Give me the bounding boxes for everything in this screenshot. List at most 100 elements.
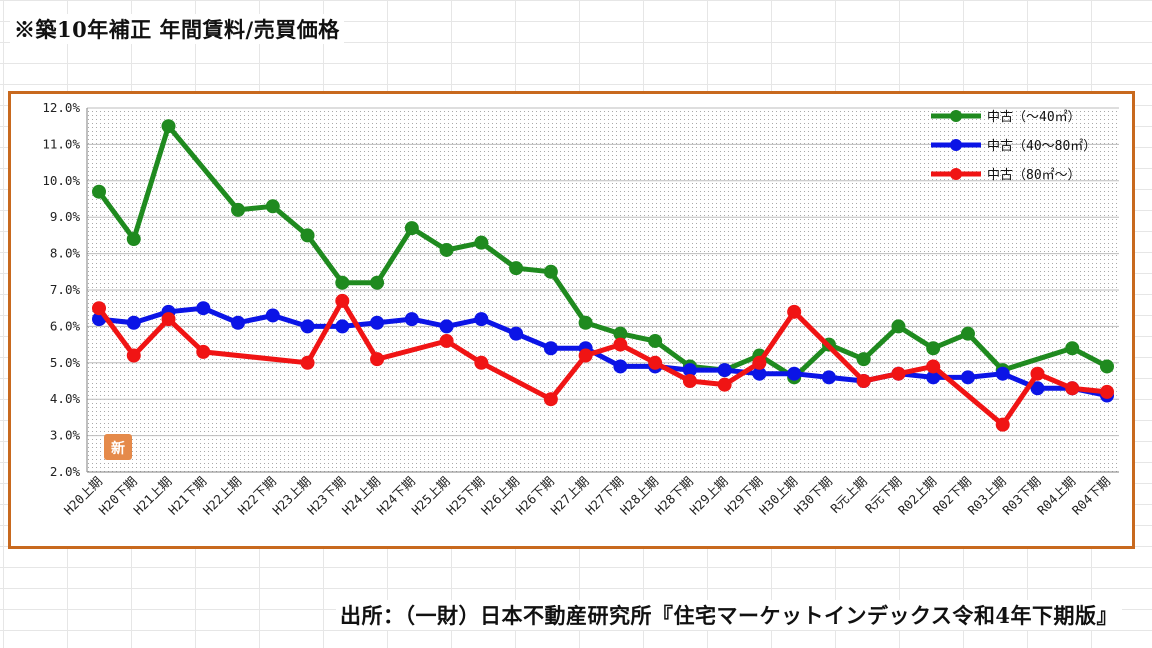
data-point[interactable] [474,355,489,370]
data-point[interactable] [856,352,871,367]
data-point[interactable] [682,363,697,378]
data-point[interactable] [474,312,489,327]
chart-frame[interactable]: 2.0% 3.0% 4.0% 5.0% 6.0% 7.0% 8.0% 9.0% 10.0% 11.… [8,91,1135,549]
data-point[interactable] [891,319,906,334]
data-point[interactable] [335,293,350,308]
legend-label: 中古（40〜80㎡） [987,139,1096,154]
data-point[interactable] [1065,381,1080,396]
y-tick-label: 5.0% [50,355,81,370]
y-tick-label: 2.0% [50,464,81,479]
data-point[interactable] [509,326,524,341]
data-point[interactable] [752,355,767,370]
data-point[interactable] [196,301,211,316]
data-point[interactable] [613,337,628,352]
data-point[interactable] [370,352,385,367]
x-tick-label: R元上期 [827,474,869,516]
data-point[interactable] [335,319,350,334]
data-point[interactable] [370,315,385,330]
data-point[interactable] [370,275,385,290]
legend-item-1: 中古（40〜80㎡） [931,139,1096,154]
data-point[interactable] [1065,341,1080,356]
data-point[interactable] [126,348,141,363]
data-point[interactable] [995,366,1010,381]
x-tick-label: R04下期 [1069,474,1113,518]
data-point[interactable] [613,326,628,341]
data-point[interactable] [300,355,315,370]
data-point[interactable] [265,199,280,214]
data-point[interactable] [439,333,454,348]
legend-label: 中古（80㎡〜） [987,168,1081,183]
data-point[interactable] [1100,384,1114,399]
data-point[interactable] [926,359,941,374]
data-point[interactable] [300,228,315,243]
new-badge-label: 新 [111,440,125,457]
y-tick-label: 12.0% [42,100,80,115]
data-point[interactable] [439,242,454,257]
y-tick-label: 11.0% [42,136,80,151]
y-tick-label: 3.0% [50,428,81,443]
data-point[interactable] [404,221,419,236]
data-point[interactable] [787,366,802,381]
y-tick-label: 10.0% [42,173,80,188]
page-title: ※築10年補正 年間賃料/売買価格 [10,14,344,44]
series-line [96,298,1108,428]
series [92,119,1114,432]
y-tick-label: 4.0% [50,391,81,406]
data-point[interactable] [543,264,558,279]
data-point[interactable] [196,344,211,359]
data-point[interactable] [995,417,1010,432]
data-point[interactable] [265,308,280,323]
data-point[interactable] [960,370,975,385]
data-point[interactable] [543,392,558,407]
data-point[interactable] [161,119,176,134]
series-0 [92,119,1114,385]
y-tick-label: 8.0% [50,246,81,261]
data-point[interactable] [648,355,663,370]
data-point[interactable] [717,377,732,392]
legend-item-0: 中古（〜40㎡） [931,110,1081,125]
legend-swatch-marker [950,110,962,122]
data-point[interactable] [543,341,558,356]
data-point[interactable] [787,304,802,319]
legend-swatch-marker [950,168,962,180]
data-point[interactable] [717,363,732,378]
data-point[interactable] [1030,366,1045,381]
data-point[interactable] [613,359,628,374]
data-point[interactable] [856,374,871,388]
data-point[interactable] [891,366,906,381]
grid-lines [87,107,1119,473]
x-tick-label: H30下期 [791,474,835,518]
data-point[interactable] [926,370,941,385]
series-2 [92,293,1114,432]
new-badge: 新 [104,434,132,460]
data-point[interactable] [578,348,593,363]
data-point[interactable] [960,326,975,341]
data-point[interactable] [126,232,141,247]
data-point[interactable] [474,235,489,250]
data-point[interactable] [509,261,524,276]
source-citation: 出所：（一財）日本不動産研究所『住宅マーケットインデックス令和4年下期版』 [336,600,1122,630]
data-point[interactable] [752,366,767,381]
series-line [96,123,1109,380]
legend-item-2: 中古（80㎡〜） [931,168,1081,183]
data-point[interactable] [92,184,106,199]
data-point[interactable] [300,319,315,334]
data-point[interactable] [821,370,836,385]
y-tick-label: 6.0% [50,318,81,333]
data-point[interactable] [231,315,246,330]
data-point[interactable] [231,202,246,217]
data-point[interactable] [1030,381,1045,396]
data-point[interactable] [404,312,419,327]
data-point[interactable] [92,301,106,316]
data-point[interactable] [161,312,176,327]
data-point[interactable] [926,341,941,356]
data-point[interactable] [682,374,697,388]
data-point[interactable] [126,315,141,330]
data-point[interactable] [335,275,350,290]
data-point[interactable] [578,315,593,330]
data-point[interactable] [1100,359,1114,374]
data-point[interactable] [648,333,663,348]
data-point[interactable] [439,319,454,334]
legend-swatch-marker [950,139,962,151]
line-chart[interactable]: 2.0% 3.0% 4.0% 5.0% 6.0% 7.0% 8.0% 9.0% 10.0% 11.… [11,94,1132,546]
